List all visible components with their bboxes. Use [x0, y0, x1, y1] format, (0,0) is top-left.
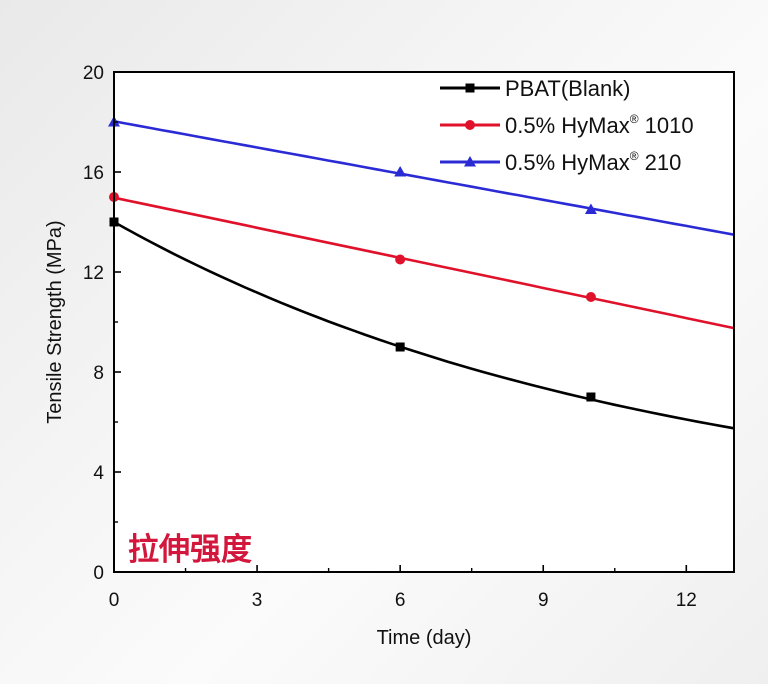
data-point [395, 254, 406, 265]
x-axis-label: Time (day) [377, 627, 472, 649]
y-axis-label: Tensile Strength (MPa) [44, 220, 66, 423]
x-tick-label: 9 [538, 590, 549, 611]
legend-label: 0.5% HyMax® 1010 [505, 112, 694, 138]
y-tick-label: 20 [83, 63, 104, 84]
x-tick-label: 0 [109, 590, 120, 611]
x-tick-label: 6 [395, 590, 406, 611]
legend-text: 210 [639, 150, 682, 175]
data-point [584, 203, 597, 214]
legend-marker [465, 120, 475, 130]
y-tick-label: 16 [83, 163, 104, 184]
fit-line-2 [113, 196, 735, 330]
y-tick-label: 12 [83, 263, 104, 284]
x-tick-label: 12 [676, 590, 697, 611]
annotation-label: 拉伸强度 [128, 532, 252, 568]
y-tick-label: 4 [93, 463, 104, 484]
data-point [585, 292, 596, 302]
data-point [395, 342, 405, 352]
legend-label: PBAT(Blank) [505, 76, 631, 101]
y-tick-label: 8 [93, 363, 104, 384]
y-tick-label: 0 [93, 563, 104, 584]
plot-area [114, 72, 734, 572]
registered-mark: ® [630, 149, 639, 163]
data-point [394, 166, 407, 177]
legend-text: 0.5% HyMax [505, 150, 630, 175]
data-point [586, 392, 596, 402]
legend-text: 0.5% HyMax [505, 113, 630, 138]
legend-text: 1010 [639, 113, 694, 138]
fit-line-3 [113, 120, 735, 236]
fit-line-1 [113, 220, 735, 430]
x-tick-label: 3 [252, 590, 263, 611]
legend-label: 0.5% HyMax® 210 [505, 149, 681, 175]
legend-marker [464, 156, 476, 167]
legend-marker [465, 83, 475, 93]
registered-mark: ® [630, 112, 639, 126]
